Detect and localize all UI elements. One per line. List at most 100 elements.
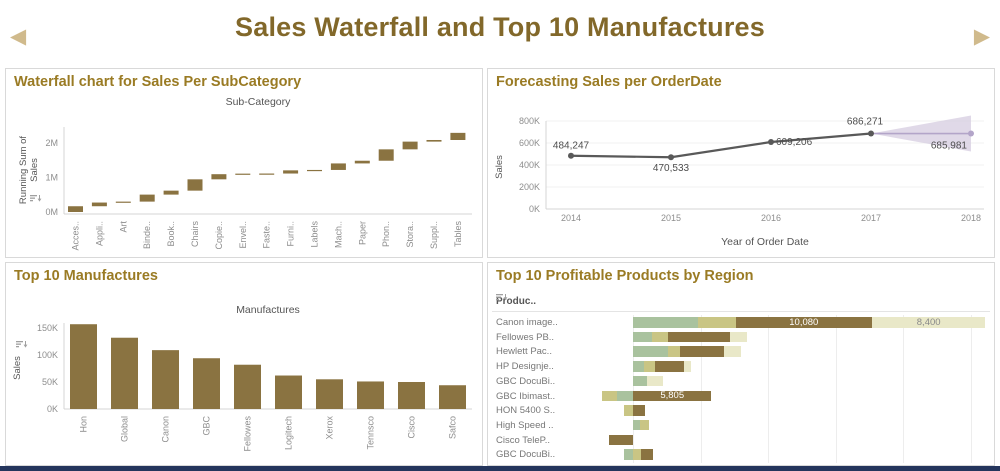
x-tick-label: Hon (79, 416, 89, 433)
bar[interactable] (193, 358, 220, 409)
data-point[interactable] (568, 152, 574, 159)
bar-segment-central[interactable] (616, 390, 633, 401)
bar-segment-central[interactable] (623, 449, 633, 460)
product-row: GBC DocuBi.. (488, 447, 994, 462)
bar[interactable] (234, 364, 261, 409)
bar-segment-south[interactable] (654, 361, 685, 372)
y-tick-label: 600K (519, 138, 540, 148)
waterfall-bar[interactable] (426, 139, 442, 142)
sort-descending-icon[interactable] (496, 293, 509, 302)
waterfall-bar[interactable] (283, 170, 299, 174)
waterfall-bar[interactable] (235, 173, 251, 175)
bar[interactable] (111, 337, 138, 409)
product-row: GBC DocuBi.. (488, 374, 994, 389)
waterfall-bar[interactable] (139, 194, 155, 202)
gridline (700, 315, 702, 463)
bar-segment-east[interactable] (643, 361, 655, 372)
data-point[interactable] (668, 154, 674, 161)
product-label[interactable]: GBC Ibimast.. (496, 390, 556, 402)
bar-pane (601, 330, 993, 345)
chevron-left-icon[interactable]: ◀ (10, 25, 27, 48)
x-tick-label: Art (118, 221, 128, 233)
x-tick-label: Book.. (166, 221, 176, 247)
y-tick-label: 100K (37, 350, 58, 360)
bar-segment-south[interactable] (633, 405, 646, 416)
chevron-right-icon[interactable]: ▶ (973, 25, 990, 48)
product-bars-area: Canon image.. 10,080 8,400 Fellowes PB.. Hew… (488, 315, 994, 463)
panel-forecast: 0K 200K 400K 600K 800K 484,247 2014 470,533 2015… (487, 68, 995, 258)
bar-segment-east[interactable] (633, 449, 642, 460)
bar-segment-central[interactable] (633, 346, 669, 357)
bar-segment-south[interactable]: 10,080 (735, 317, 872, 328)
bar[interactable] (275, 375, 302, 409)
sort-icon[interactable] (16, 341, 28, 348)
bar-segment-central[interactable] (633, 419, 640, 431)
bar-segment-south[interactable] (641, 449, 654, 460)
waterfall-bar[interactable] (115, 201, 131, 203)
bar[interactable] (398, 382, 425, 409)
point-value-label: 686,271 (847, 117, 884, 128)
waterfall-bar[interactable] (402, 141, 418, 150)
bar-segment-west[interactable] (646, 375, 663, 387)
x-tick-label: Global (120, 416, 130, 442)
sort-icon[interactable] (30, 195, 42, 202)
bar[interactable] (316, 379, 343, 409)
bar-segment-west[interactable] (684, 361, 692, 372)
product-row: Fellowes PB.. (488, 330, 994, 345)
bar-segment-south[interactable]: 5,805 (633, 390, 712, 401)
bar-segment-east[interactable] (639, 419, 650, 431)
bar-segment-west[interactable]: 8,400 (871, 317, 986, 328)
product-label[interactable]: HP Designje.. (496, 361, 554, 373)
bar-segment-west[interactable] (723, 346, 742, 357)
waterfall-bar[interactable] (211, 174, 227, 180)
product-label[interactable]: Hewlett Pac.. (496, 346, 552, 358)
x-tick-label: 2018 (961, 213, 981, 223)
product-label[interactable]: GBC DocuBi.. (496, 449, 556, 461)
bar[interactable] (439, 385, 466, 409)
waterfall-bar[interactable] (163, 190, 179, 195)
bar-segment-east[interactable] (601, 390, 617, 401)
bar-segment-south[interactable] (668, 331, 731, 343)
bar-segment-central[interactable] (633, 375, 647, 387)
bar[interactable] (70, 324, 97, 409)
waterfall-bar[interactable] (330, 163, 346, 170)
panel-title: Waterfall chart for Sales Per SubCategor… (14, 74, 302, 90)
data-point[interactable] (868, 130, 874, 137)
bar-segment-east[interactable] (668, 346, 681, 357)
bar-segment-south[interactable] (680, 346, 724, 357)
product-label[interactable]: Cisco TeleP.. (496, 434, 551, 446)
bar-segment-east[interactable] (651, 331, 669, 343)
product-label[interactable]: High Speed .. (496, 419, 554, 431)
waterfall-bar[interactable] (259, 173, 275, 175)
waterfall-bar[interactable] (187, 179, 203, 191)
product-row: Canon image.. 10,080 8,400 (488, 315, 994, 330)
data-point[interactable] (768, 138, 774, 145)
waterfall-bar[interactable] (91, 202, 107, 207)
bar-segment-east[interactable] (623, 405, 633, 416)
product-label[interactable]: Canon image.. (496, 317, 558, 328)
product-label[interactable]: Fellowes PB.. (496, 331, 555, 343)
x-axis-title: Manufactures (236, 304, 300, 316)
waterfall-bar[interactable] (378, 149, 394, 161)
waterfall-bar[interactable] (68, 206, 83, 212)
bar-segment-east[interactable] (697, 317, 736, 328)
waterfall-bar[interactable] (307, 169, 322, 172)
bar-segment-central[interactable] (633, 331, 652, 343)
waterfall-bar[interactable] (354, 160, 370, 164)
bar-segment-south[interactable] (608, 434, 633, 446)
x-tick-label: 2014 (561, 213, 581, 223)
waterfall-chart: Sub-Category 0M 1M 2M Acces.. Appli.. Art Binde… (18, 96, 472, 251)
data-point[interactable] (968, 130, 974, 137)
product-label[interactable]: GBC DocuBi.. (496, 375, 556, 387)
bar-pane: 5,805 (601, 389, 993, 404)
product-column-header[interactable]: Produc.. (496, 293, 536, 309)
product-label[interactable]: HON 5400 S.. (496, 405, 556, 417)
bar-pane (601, 344, 993, 359)
bar-segment-west[interactable] (730, 331, 747, 343)
bar-segment-central[interactable] (633, 317, 698, 328)
bar[interactable] (357, 381, 384, 409)
bar[interactable] (152, 350, 179, 409)
bar-segment-central[interactable] (633, 361, 644, 372)
waterfall-bar[interactable] (450, 132, 466, 140)
x-tick-label: Furni.. (286, 221, 296, 247)
